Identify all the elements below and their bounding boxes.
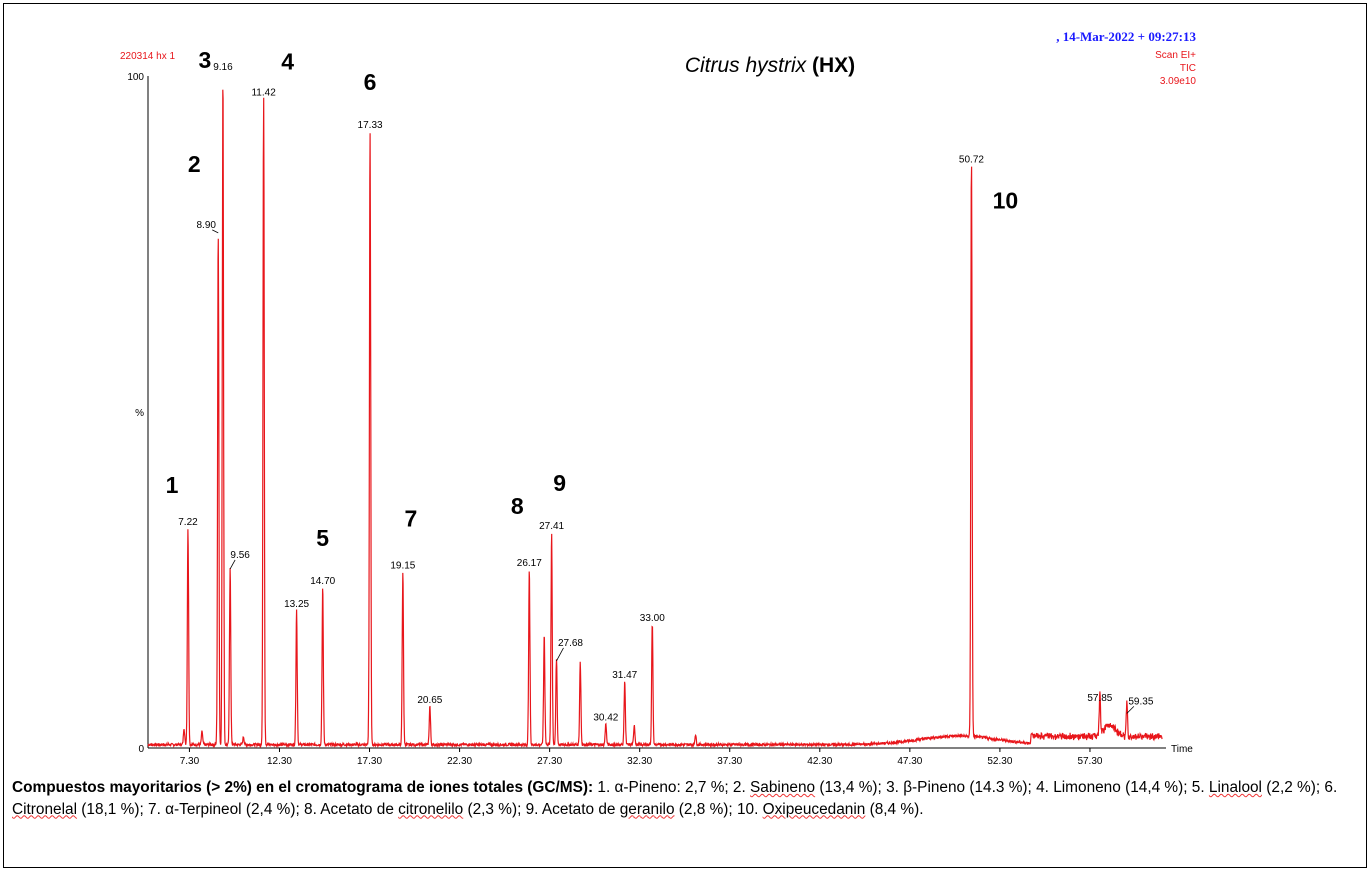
caption-compound-name: Oxipeucedanin bbox=[762, 800, 866, 818]
caption-text: 1. α-Pineno: 2,7 %; 2. bbox=[593, 779, 751, 796]
y-tick-label-100: 100 bbox=[127, 72, 144, 83]
x-tick-label: 57.30 bbox=[1077, 756, 1102, 767]
caption-compound-name: geranilo bbox=[619, 800, 675, 818]
peak-rt-label: 57.85 bbox=[1087, 693, 1112, 704]
peak-rt-label: 9.56 bbox=[230, 550, 250, 561]
chromatogram-chart: 220314 hx 1 Citrus hystrix (HX) , 14-Mar… bbox=[120, 29, 1197, 767]
peak-rt-label: 59.35 bbox=[1128, 696, 1153, 707]
x-tick-label: 47.30 bbox=[897, 756, 922, 767]
title-code: (HX) bbox=[812, 54, 855, 77]
x-tick-label: 17.30 bbox=[357, 756, 382, 767]
caption-compound-name: Citronelal bbox=[12, 800, 78, 818]
peak-rt-label: 8.90 bbox=[197, 220, 217, 231]
x-tick-label: 7.30 bbox=[180, 756, 200, 767]
x-tick-label: 52.30 bbox=[987, 756, 1012, 767]
peak-number-label: 6 bbox=[364, 69, 377, 95]
title-species: Citrus hystrix bbox=[685, 54, 808, 77]
caption-lead: Compuestos mayoritarios (> 2%) en el cro… bbox=[12, 779, 594, 796]
peak-labels: 7.22 8.90 9.16 9.56 11.42 13.25 14.70 17.33 19.1… bbox=[178, 62, 1154, 723]
y-tick-label-0: 0 bbox=[138, 744, 144, 755]
caption-text: (2,2 %); 6. bbox=[1261, 779, 1338, 796]
peak-rt-label: 20.65 bbox=[417, 695, 442, 706]
peak-number-label: 8 bbox=[511, 493, 524, 519]
peak-rt-label: 7.22 bbox=[178, 517, 198, 528]
caption-text: (2,8 %); 10. bbox=[674, 800, 763, 818]
peak-number-label: 4 bbox=[281, 49, 294, 75]
peak-rt-label: 9.16 bbox=[213, 62, 233, 73]
peak-number-label: 10 bbox=[993, 188, 1019, 214]
peak-number-label: 3 bbox=[199, 47, 212, 73]
caption-text: (13,4 %); 3. β-Pineno (14.3 %); 4. Limon… bbox=[815, 779, 1209, 796]
peak-rt-label: 27.41 bbox=[539, 521, 564, 532]
peak-rt-label: 31.47 bbox=[612, 670, 637, 681]
peak-rt-label: 30.42 bbox=[593, 712, 618, 723]
peak-number-label: 2 bbox=[188, 151, 201, 177]
x-tick-label: 42.30 bbox=[807, 756, 832, 767]
caption-body: 1. α-Pineno: 2,7 %; 2. Sabineno (13,4 %)… bbox=[12, 779, 1337, 818]
caption-compound-name: citronelilo bbox=[398, 800, 464, 818]
peak-rt-label: 27.68 bbox=[558, 638, 583, 649]
caption-compound-name: Linalool bbox=[1208, 779, 1262, 796]
sample-id: 220314 hx 1 bbox=[120, 51, 175, 62]
x-tick-label: 27.30 bbox=[537, 756, 562, 767]
peak-rt-label: 17.33 bbox=[358, 120, 383, 131]
label-leader-line bbox=[229, 559, 236, 570]
peak-rt-label: 33.00 bbox=[640, 613, 665, 624]
label-leaders bbox=[212, 229, 1135, 714]
x-axis-label: Time bbox=[1171, 744, 1193, 755]
peak-number-label: 1 bbox=[166, 472, 179, 498]
peak-number-label: 5 bbox=[316, 525, 329, 551]
peak-number-label: 7 bbox=[404, 506, 417, 532]
tic-trace bbox=[147, 89, 1163, 749]
acquisition-datetime: , 14-Mar-2022 + 09:27:13 bbox=[1056, 29, 1196, 44]
peak-rt-label: 11.42 bbox=[251, 88, 276, 99]
intensity-scale: 3.09e10 bbox=[1160, 76, 1197, 87]
figure-caption: Compuestos mayoritarios (> 2%) en el cro… bbox=[12, 777, 1362, 820]
x-ticks: 7.30 12.30 17.30 22.30 27.30 32.30 37.30 42.30 4… bbox=[180, 748, 1103, 767]
caption-text: (2,3 %); 9. Acetato de bbox=[463, 800, 620, 818]
label-leader-line bbox=[1126, 706, 1135, 714]
caption-compound-name: Sabineno bbox=[750, 779, 816, 796]
x-tick-label: 12.30 bbox=[267, 756, 292, 767]
trace-type: TIC bbox=[1180, 63, 1196, 74]
x-tick-label: 22.30 bbox=[447, 756, 472, 767]
scan-mode: Scan EI+ bbox=[1155, 50, 1196, 61]
caption-text: (18,1 %); 7. α-Terpineol (2,4 %); 8. Ace… bbox=[77, 800, 399, 818]
peak-rt-label: 50.72 bbox=[959, 155, 984, 166]
peak-rt-label: 26.17 bbox=[517, 558, 542, 569]
peak-numbers: 1 2 3 4 5 6 7 8 9 10 bbox=[166, 47, 1019, 551]
x-tick-label: 32.30 bbox=[627, 756, 652, 767]
label-leader-line bbox=[556, 647, 564, 662]
caption-text: (8,4 %). bbox=[865, 800, 924, 818]
peak-number-label: 9 bbox=[553, 470, 566, 496]
peak-rt-label: 13.25 bbox=[284, 599, 309, 610]
peak-rt-label: 14.70 bbox=[310, 576, 335, 587]
x-tick-label: 37.30 bbox=[717, 756, 742, 767]
y-tick-label-percent: % bbox=[135, 408, 144, 419]
figure-frame bbox=[3, 3, 1367, 868]
label-leader-line bbox=[212, 229, 219, 234]
peak-rt-label: 19.15 bbox=[390, 561, 415, 572]
chart-title: Citrus hystrix (HX) bbox=[685, 54, 855, 77]
